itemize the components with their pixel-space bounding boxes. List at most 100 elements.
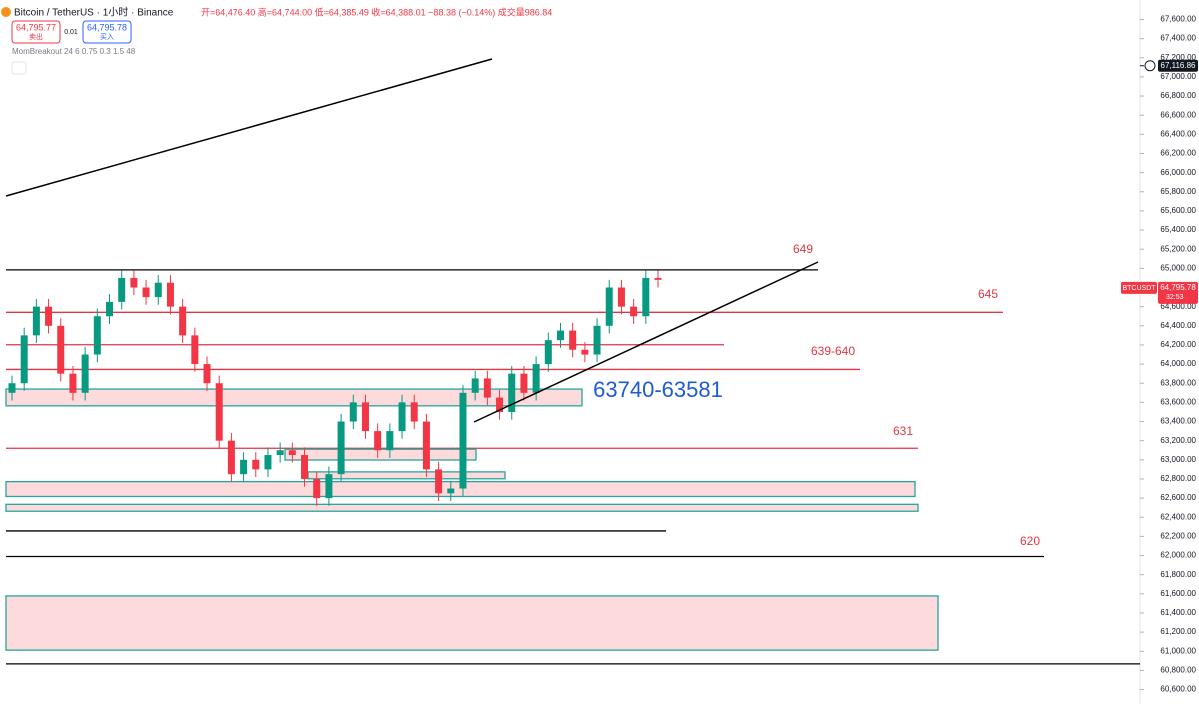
annotation: 639-640 bbox=[811, 344, 855, 358]
countdown: 32:53 bbox=[1166, 294, 1184, 301]
candle-body bbox=[349, 402, 357, 422]
y-tick-label: 66,400.00 bbox=[1160, 129, 1196, 138]
y-tick-label: 64,000.00 bbox=[1160, 359, 1196, 368]
candle-body bbox=[130, 277, 138, 288]
candle-body bbox=[154, 282, 162, 298]
candle-body bbox=[496, 397, 504, 412]
candle-body bbox=[227, 440, 235, 475]
buy-label: 买入 bbox=[100, 33, 114, 41]
symbol-tag-label: BTCUSDT bbox=[1122, 285, 1156, 292]
y-tick-label: 67,200.00 bbox=[1160, 53, 1196, 62]
y-tick-label: 63,000.00 bbox=[1160, 455, 1196, 464]
candle-body bbox=[142, 287, 150, 298]
candle-body bbox=[447, 488, 455, 494]
annotation: 631 bbox=[893, 424, 913, 438]
candle-body bbox=[459, 392, 467, 489]
candle-body bbox=[532, 364, 540, 393]
candle-body bbox=[630, 306, 638, 317]
last-price-label: 64,795.78 bbox=[1160, 283, 1196, 292]
spread: 0.01 bbox=[64, 29, 78, 36]
y-tick-label: 63,400.00 bbox=[1160, 417, 1196, 426]
y-tick-label: 63,800.00 bbox=[1160, 378, 1196, 387]
candle-body bbox=[240, 459, 248, 475]
candle-body bbox=[337, 421, 345, 475]
y-tick-label: 64,400.00 bbox=[1160, 321, 1196, 330]
y-tick-label: 63,600.00 bbox=[1160, 397, 1196, 406]
candle-body bbox=[179, 306, 187, 336]
candle-body bbox=[617, 287, 625, 307]
y-tick-label: 61,600.00 bbox=[1160, 589, 1196, 598]
y-tick-label: 61,800.00 bbox=[1160, 570, 1196, 579]
y-tick-label: 65,200.00 bbox=[1160, 244, 1196, 253]
y-tick-label: 66,200.00 bbox=[1160, 149, 1196, 158]
candle-body bbox=[264, 455, 272, 470]
collapse-button[interactable] bbox=[11, 61, 27, 75]
sell-button[interactable] bbox=[11, 20, 61, 44]
candle-body bbox=[8, 383, 16, 393]
y-tick-label: 64,200.00 bbox=[1160, 340, 1196, 349]
candle-body bbox=[313, 478, 321, 499]
y-tick-label: 60,800.00 bbox=[1160, 666, 1196, 675]
symbol-tag bbox=[1121, 281, 1157, 294]
candle-body bbox=[215, 383, 223, 441]
candle-body bbox=[288, 450, 296, 456]
y-tick-label: 65,800.00 bbox=[1160, 187, 1196, 196]
buy-price: 64,795.78 bbox=[87, 22, 127, 32]
y-tick-label: 65,000.00 bbox=[1160, 263, 1196, 272]
ohlc: 开=64,476.40 高=64,744.00 低=64,385.49 收=64… bbox=[201, 6, 552, 17]
y-tick-label: 62,600.00 bbox=[1160, 493, 1196, 502]
annotation: 649 bbox=[793, 242, 813, 256]
candle-body bbox=[45, 306, 53, 326]
candle-body bbox=[69, 373, 77, 393]
candle-body bbox=[374, 431, 382, 451]
candle-body bbox=[361, 402, 369, 432]
y-tick-label: 63,200.00 bbox=[1160, 436, 1196, 445]
candle-body bbox=[118, 277, 126, 302]
coin-icon bbox=[1, 7, 11, 17]
y-tick-label: 60,600.00 bbox=[1160, 685, 1196, 694]
y-tick-label: 61,200.00 bbox=[1160, 627, 1196, 636]
y-tick-label: 66,000.00 bbox=[1160, 168, 1196, 177]
y-tick-label: 66,800.00 bbox=[1160, 91, 1196, 100]
trend-line bbox=[473, 261, 819, 423]
symbol: Bitcoin / TetherUS · 1小时 · Binance bbox=[14, 7, 174, 19]
y-tick-label: 65,400.00 bbox=[1160, 225, 1196, 234]
candle-body bbox=[581, 349, 589, 355]
candle-body bbox=[471, 378, 479, 393]
sell-price: 64,795.77 bbox=[16, 22, 56, 32]
buy-button[interactable] bbox=[82, 20, 132, 44]
candle-body bbox=[81, 354, 89, 393]
candle-body bbox=[301, 455, 309, 479]
candle-body bbox=[203, 364, 211, 384]
candle-body bbox=[191, 335, 199, 365]
y-tick-label: 62,400.00 bbox=[1160, 512, 1196, 521]
candle-body bbox=[386, 431, 394, 451]
y-tick-label: 67,000.00 bbox=[1160, 72, 1196, 81]
candle-body bbox=[166, 282, 174, 307]
candle-body bbox=[325, 474, 333, 499]
y-tick-label: 62,200.00 bbox=[1160, 532, 1196, 541]
annotation: 645 bbox=[978, 287, 998, 301]
annotation: 620 bbox=[1020, 534, 1040, 548]
candle-body bbox=[544, 340, 552, 365]
candle-body bbox=[569, 330, 577, 350]
y-tick-label: 67,600.00 bbox=[1160, 15, 1196, 24]
annotation: 63740-63581 bbox=[593, 377, 723, 402]
zone bbox=[5, 388, 583, 407]
last-price-tag bbox=[1158, 281, 1198, 304]
y-tick-label: 65,600.00 bbox=[1160, 206, 1196, 215]
trend-line bbox=[5, 58, 493, 197]
candle-body bbox=[520, 373, 528, 393]
candle-body bbox=[398, 402, 406, 432]
add-alert-button[interactable] bbox=[1144, 60, 1156, 72]
y-tick-label: 62,000.00 bbox=[1160, 551, 1196, 560]
candle-body bbox=[252, 459, 260, 470]
candle-body bbox=[106, 301, 114, 317]
candle-body bbox=[508, 373, 516, 412]
candle-body bbox=[605, 287, 613, 326]
candle-body bbox=[556, 330, 564, 341]
candle-body bbox=[410, 402, 418, 422]
y-tick-label: 62,800.00 bbox=[1160, 474, 1196, 483]
candle-body bbox=[483, 378, 491, 398]
